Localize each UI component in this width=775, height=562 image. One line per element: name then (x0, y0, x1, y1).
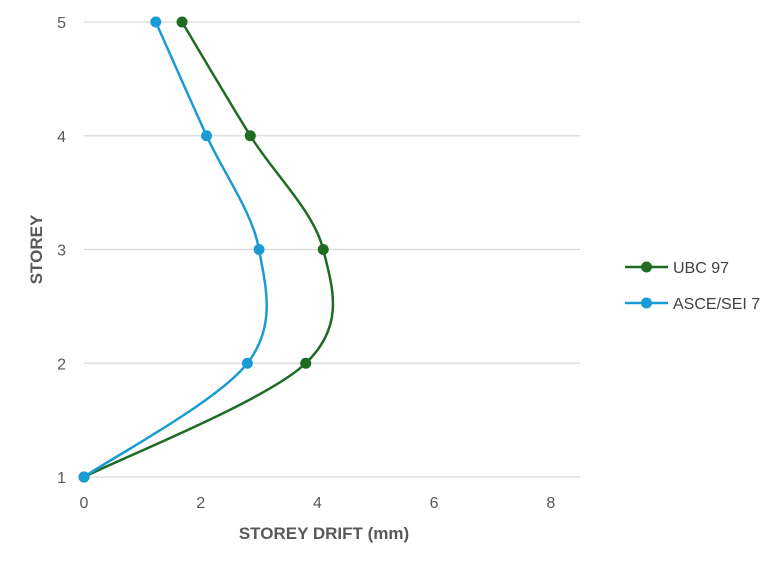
x-axis-title: STOREY DRIFT (mm) (239, 524, 409, 543)
series-layer (78, 16, 335, 483)
legend-marker (641, 297, 652, 309)
x-tick-label: 4 (313, 495, 322, 512)
y-tick-label: 1 (57, 470, 66, 487)
series-1 (78, 16, 268, 483)
data-point (253, 244, 265, 255)
data-point (300, 357, 312, 369)
y-tick-label: 4 (57, 129, 66, 146)
legend: UBC 97 ASCE/SEI 7 (625, 260, 760, 313)
x-tick-label: 8 (546, 495, 555, 512)
data-point (317, 244, 329, 255)
legend-entry-1: ASCE/SEI 7 (625, 296, 760, 313)
legend-marker (641, 261, 652, 273)
y-tick-label: 5 (57, 15, 66, 32)
series-line (83, 21, 335, 479)
y-axis-title: STOREY (27, 214, 46, 284)
tick-labels: 1 2 3 4 5 0 2 4 6 8 (57, 15, 555, 512)
legend-entry-0: UBC 97 (625, 260, 729, 277)
data-point (241, 357, 253, 369)
y-tick-label: 3 (57, 243, 66, 260)
x-tick-label: 6 (430, 495, 439, 512)
data-point (176, 16, 188, 28)
grid-lines (84, 21, 580, 478)
legend-label: ASCE/SEI 7 (673, 296, 760, 313)
data-point (150, 16, 162, 28)
data-point (244, 130, 256, 142)
y-tick-label: 2 (57, 356, 66, 373)
data-point (78, 471, 90, 483)
series-0 (78, 16, 335, 483)
x-tick-label: 2 (196, 495, 205, 512)
x-tick-label: 0 (80, 495, 89, 512)
data-point (201, 130, 213, 142)
legend-label: UBC 97 (673, 260, 729, 277)
